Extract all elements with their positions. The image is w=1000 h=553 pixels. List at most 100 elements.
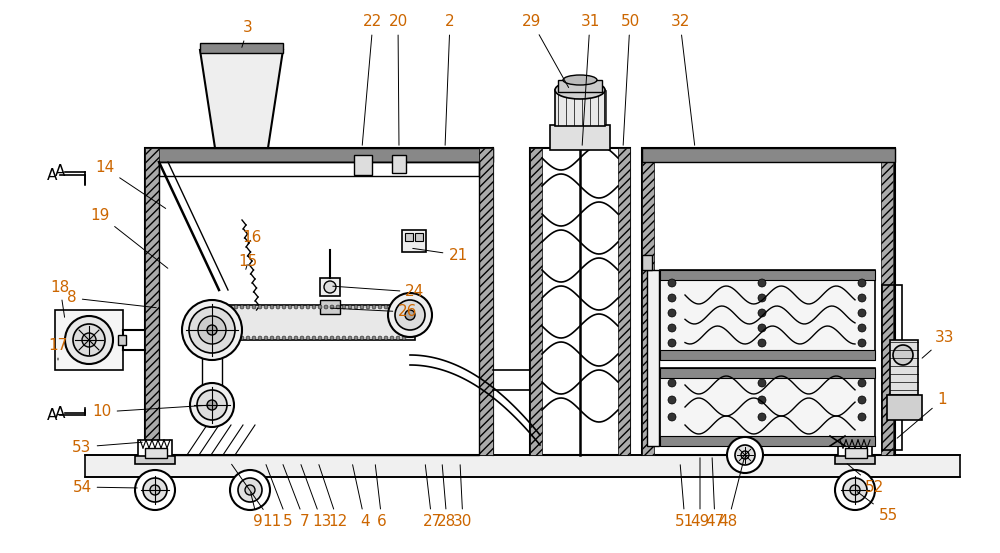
Bar bbox=[200, 43, 283, 53]
Text: 1: 1 bbox=[897, 393, 947, 438]
Circle shape bbox=[240, 305, 244, 309]
Circle shape bbox=[727, 437, 763, 473]
Circle shape bbox=[668, 324, 676, 332]
Circle shape bbox=[228, 305, 232, 309]
Text: 32: 32 bbox=[670, 14, 695, 145]
Circle shape bbox=[306, 305, 310, 309]
Circle shape bbox=[668, 309, 676, 317]
Circle shape bbox=[336, 336, 340, 340]
Bar bbox=[145, 148, 493, 162]
Circle shape bbox=[238, 478, 262, 502]
Circle shape bbox=[230, 470, 270, 510]
Circle shape bbox=[288, 305, 292, 309]
Text: 14: 14 bbox=[95, 160, 166, 208]
Circle shape bbox=[150, 485, 160, 495]
Bar bbox=[402, 230, 426, 252]
Bar bbox=[530, 148, 542, 455]
Circle shape bbox=[758, 309, 766, 317]
Text: 15: 15 bbox=[238, 254, 258, 269]
Text: 17: 17 bbox=[48, 337, 68, 360]
Bar bbox=[479, 148, 493, 455]
Circle shape bbox=[182, 300, 242, 360]
Bar bbox=[558, 80, 602, 92]
Text: 29: 29 bbox=[522, 14, 569, 87]
Polygon shape bbox=[200, 50, 283, 148]
Bar bbox=[405, 233, 413, 241]
Circle shape bbox=[246, 336, 250, 340]
Circle shape bbox=[843, 478, 867, 502]
Text: 33: 33 bbox=[922, 331, 955, 358]
Text: 12: 12 bbox=[319, 465, 348, 530]
Circle shape bbox=[216, 305, 220, 309]
Circle shape bbox=[143, 478, 167, 502]
Bar bbox=[479, 148, 493, 455]
Text: 10: 10 bbox=[92, 404, 209, 420]
Bar bbox=[642, 148, 895, 162]
Bar bbox=[85, 455, 960, 477]
Circle shape bbox=[858, 413, 866, 421]
Bar bbox=[159, 162, 479, 455]
Circle shape bbox=[360, 305, 364, 309]
Circle shape bbox=[270, 305, 274, 309]
Circle shape bbox=[402, 305, 406, 309]
Bar bbox=[660, 436, 875, 446]
Text: 52: 52 bbox=[847, 464, 885, 494]
Text: 6: 6 bbox=[375, 465, 387, 530]
Circle shape bbox=[366, 305, 370, 309]
Bar bbox=[660, 368, 875, 446]
Circle shape bbox=[330, 336, 334, 340]
Circle shape bbox=[306, 336, 310, 340]
Bar bbox=[415, 233, 423, 241]
Circle shape bbox=[312, 305, 316, 309]
Circle shape bbox=[264, 336, 268, 340]
Circle shape bbox=[858, 309, 866, 317]
Circle shape bbox=[378, 336, 382, 340]
Text: 53: 53 bbox=[72, 440, 142, 455]
Text: 22: 22 bbox=[362, 14, 383, 145]
Circle shape bbox=[388, 293, 432, 337]
Circle shape bbox=[324, 281, 336, 293]
Text: 54: 54 bbox=[72, 479, 137, 494]
Circle shape bbox=[850, 485, 860, 495]
Text: 18: 18 bbox=[50, 279, 70, 317]
Bar bbox=[887, 395, 922, 420]
Circle shape bbox=[858, 294, 866, 302]
Bar bbox=[660, 350, 875, 360]
Bar bbox=[320, 278, 340, 296]
Text: 55: 55 bbox=[857, 492, 898, 523]
Circle shape bbox=[294, 305, 298, 309]
Text: 26: 26 bbox=[331, 305, 418, 320]
Circle shape bbox=[396, 305, 400, 309]
Bar bbox=[159, 162, 479, 176]
Bar bbox=[550, 125, 610, 150]
Circle shape bbox=[372, 305, 376, 309]
Circle shape bbox=[207, 325, 217, 335]
Circle shape bbox=[668, 339, 676, 347]
Circle shape bbox=[402, 336, 406, 340]
Circle shape bbox=[342, 336, 346, 340]
Text: 19: 19 bbox=[90, 207, 168, 268]
Circle shape bbox=[360, 336, 364, 340]
Circle shape bbox=[282, 305, 286, 309]
Circle shape bbox=[234, 336, 238, 340]
Text: 28: 28 bbox=[437, 465, 457, 530]
Bar bbox=[55, 310, 123, 370]
Circle shape bbox=[336, 305, 340, 309]
Bar bbox=[618, 148, 630, 455]
Text: 3: 3 bbox=[242, 20, 253, 48]
Text: 2: 2 bbox=[445, 14, 455, 145]
Circle shape bbox=[372, 336, 376, 340]
Bar bbox=[555, 90, 605, 126]
Text: 7: 7 bbox=[283, 465, 310, 530]
Circle shape bbox=[73, 324, 105, 356]
Bar bbox=[135, 456, 175, 464]
Circle shape bbox=[300, 336, 304, 340]
Text: 8: 8 bbox=[67, 290, 156, 307]
Circle shape bbox=[246, 305, 250, 309]
Text: 20: 20 bbox=[388, 14, 408, 145]
Circle shape bbox=[405, 310, 415, 320]
Circle shape bbox=[210, 336, 214, 340]
Circle shape bbox=[366, 336, 370, 340]
Bar bbox=[838, 440, 872, 458]
Circle shape bbox=[858, 324, 866, 332]
